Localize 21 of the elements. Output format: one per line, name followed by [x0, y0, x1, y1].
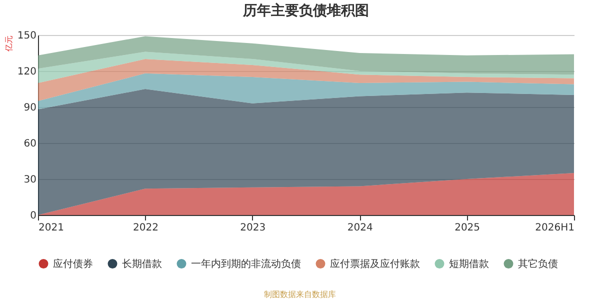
- legend-label: 应付票据及应付账款: [330, 258, 420, 270]
- x-tick-label: 2026H1: [535, 222, 574, 234]
- legend-label: 应付债券: [53, 258, 93, 270]
- y-axis-title: 亿元: [4, 36, 14, 52]
- y-tick-label: 60: [24, 138, 36, 150]
- legend-label: 长期借款: [122, 258, 162, 270]
- y-tick-label: 0: [30, 210, 36, 222]
- x-tick-label: 2024: [347, 222, 373, 234]
- legend-label: 短期借款: [449, 258, 489, 270]
- x-tick-label: 2023: [240, 222, 266, 234]
- y-tick-label: 90: [24, 102, 36, 114]
- text: 制图数据来自数据库: [263, 289, 337, 300]
- x-tick-label: 2021: [38, 222, 64, 234]
- x-tick-label: 2022: [132, 222, 158, 234]
- legend-label: 其它负债: [518, 258, 558, 270]
- x-tick-label: 2025: [454, 222, 480, 234]
- y-tick-label: 30: [24, 174, 36, 186]
- legend-label: 一年内到期的非流动负债: [191, 258, 301, 270]
- y-tick-label: 120: [17, 66, 36, 78]
- chart-title: 历年主要负债堆积图: [242, 2, 369, 19]
- y-tick-label: 150: [17, 30, 36, 42]
